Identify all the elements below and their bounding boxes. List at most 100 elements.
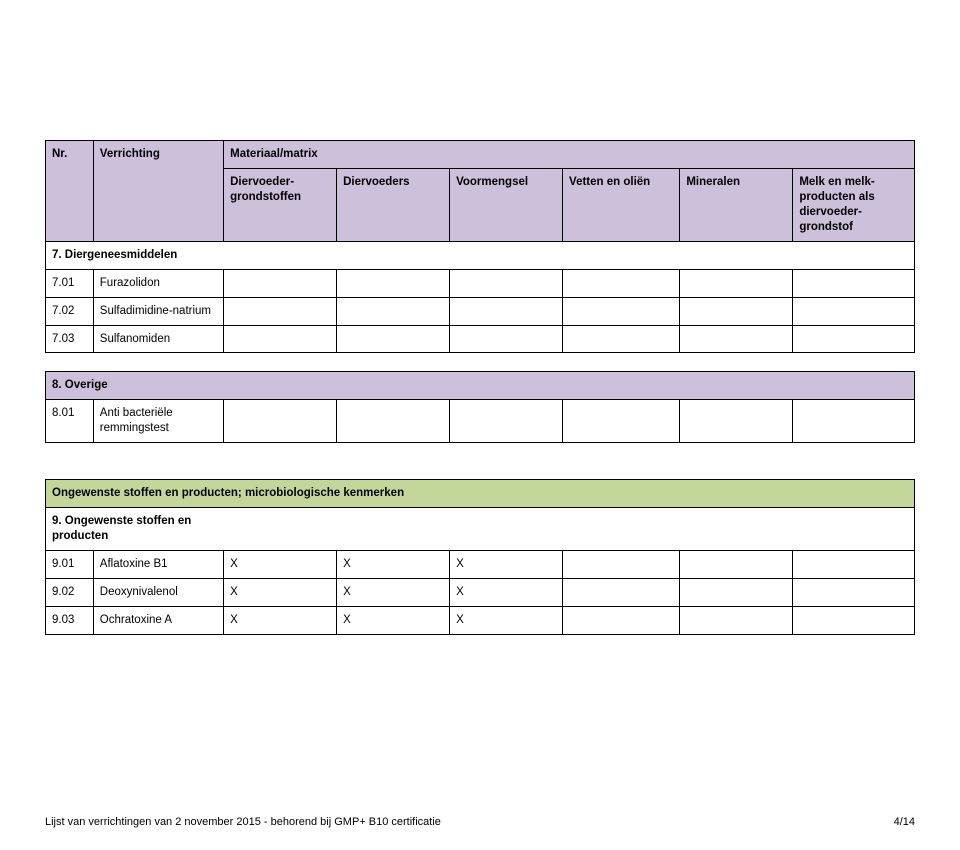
cell-name: Furazolidon	[93, 269, 223, 297]
empty-cell	[563, 372, 680, 400]
banner-row: Ongewenste stoffen en producten; microbi…	[46, 480, 915, 508]
cell-val	[563, 579, 680, 607]
empty-cell	[224, 241, 337, 269]
empty-cell	[224, 325, 337, 353]
main-table-3: Ongewenste stoffen en producten; microbi…	[45, 479, 915, 635]
cell-val	[793, 579, 915, 607]
empty-cell	[450, 508, 563, 551]
cell-val	[680, 606, 793, 634]
cell-val	[680, 551, 793, 579]
empty-cell	[563, 241, 680, 269]
empty-cell	[793, 372, 915, 400]
col-grondstoffen: Diervoeder-grondstoffen	[224, 168, 337, 241]
section-7-label: 7. Diergeneesmiddelen	[46, 241, 224, 269]
empty-cell	[680, 508, 793, 551]
empty-cell	[450, 372, 563, 400]
footer: Lijst van verrichtingen van 2 november 2…	[45, 816, 915, 828]
cell-nr: 7.03	[46, 325, 94, 353]
spacer	[45, 353, 915, 371]
col-diervoeders: Diervoeders	[337, 168, 450, 241]
cell-val: X	[337, 579, 450, 607]
cell-val	[793, 606, 915, 634]
empty-cell	[793, 508, 915, 551]
header-row-1: Nr. Verrichting Materiaal/matrix	[46, 141, 915, 169]
table-row: 7.01 Furazolidon	[46, 269, 915, 297]
empty-cell	[680, 325, 793, 353]
empty-cell	[337, 400, 450, 443]
empty-cell	[680, 269, 793, 297]
footer-left: Lijst van verrichtingen van 2 november 2…	[45, 816, 441, 828]
empty-cell	[337, 325, 450, 353]
cell-nr: 7.02	[46, 297, 94, 325]
empty-cell	[793, 297, 915, 325]
empty-cell	[450, 241, 563, 269]
cell-name: Aflatoxine B1	[93, 551, 223, 579]
empty-cell	[337, 269, 450, 297]
cell-name: Sulfanomiden	[93, 325, 223, 353]
cell-val	[563, 606, 680, 634]
empty-cell	[450, 325, 563, 353]
empty-cell	[563, 269, 680, 297]
section-8-label: 8. Overige	[46, 372, 224, 400]
section-9-row: 9. Ongewenste stoffen en producten	[46, 508, 915, 551]
empty-cell	[450, 269, 563, 297]
empty-cell	[450, 400, 563, 443]
cell-val: X	[224, 606, 337, 634]
section-7-row: 7. Diergeneesmiddelen	[46, 241, 915, 269]
cell-val: X	[337, 551, 450, 579]
table-row: 9.03 Ochratoxine A X X X	[46, 606, 915, 634]
table-row: 7.02 Sulfadimidine-natrium	[46, 297, 915, 325]
cell-val: X	[224, 579, 337, 607]
empty-cell	[337, 372, 450, 400]
empty-cell	[563, 400, 680, 443]
footer-right: 4/14	[894, 816, 915, 828]
empty-cell	[563, 297, 680, 325]
empty-cell	[680, 297, 793, 325]
col-voormengsel: Voormengsel	[450, 168, 563, 241]
table-row: 8.01 Anti bacteriële remmingstest	[46, 400, 915, 443]
cell-nr: 9.03	[46, 606, 94, 634]
main-table-2: 8. Overige 8.01 Anti bacteriële remmings…	[45, 371, 915, 443]
table-row: 9.02 Deoxynivalenol X X X	[46, 579, 915, 607]
empty-cell	[563, 325, 680, 353]
cell-name: Ochratoxine A	[93, 606, 223, 634]
col-materiaal-group: Materiaal/matrix	[224, 141, 915, 169]
cell-nr: 7.01	[46, 269, 94, 297]
empty-cell	[793, 269, 915, 297]
col-mineralen: Mineralen	[680, 168, 793, 241]
cell-val	[793, 551, 915, 579]
table-row: 7.03 Sulfanomiden	[46, 325, 915, 353]
cell-val: X	[450, 606, 563, 634]
banner-label: Ongewenste stoffen en producten; microbi…	[46, 480, 915, 508]
cell-name: Deoxynivalenol	[93, 579, 223, 607]
cell-nr: 9.01	[46, 551, 94, 579]
cell-name: Sulfadimidine-natrium	[93, 297, 223, 325]
empty-cell	[337, 508, 450, 551]
empty-cell	[224, 508, 337, 551]
section-8-row: 8. Overige	[46, 372, 915, 400]
empty-cell	[680, 372, 793, 400]
col-melk: Melk en melk-producten als diervoeder-gr…	[793, 168, 915, 241]
table-row: 9.01 Aflatoxine B1 X X X	[46, 551, 915, 579]
section-9-label: 9. Ongewenste stoffen en producten	[46, 508, 224, 551]
empty-cell	[680, 400, 793, 443]
cell-nr: 9.02	[46, 579, 94, 607]
cell-val: X	[450, 551, 563, 579]
empty-cell	[680, 241, 793, 269]
page: Nr. Verrichting Materiaal/matrix Diervoe…	[0, 0, 960, 850]
empty-cell	[224, 269, 337, 297]
empty-cell	[563, 508, 680, 551]
empty-cell	[450, 297, 563, 325]
empty-cell	[337, 297, 450, 325]
spacer	[45, 461, 915, 479]
empty-cell	[793, 325, 915, 353]
col-nr: Nr.	[46, 141, 94, 242]
cell-nr: 8.01	[46, 400, 94, 443]
col-verrichting: Verrichting	[93, 141, 223, 242]
cell-val: X	[337, 606, 450, 634]
empty-cell	[224, 400, 337, 443]
empty-cell	[224, 372, 337, 400]
col-vetten: Vetten en oliën	[563, 168, 680, 241]
cell-val	[680, 579, 793, 607]
empty-cell	[793, 400, 915, 443]
